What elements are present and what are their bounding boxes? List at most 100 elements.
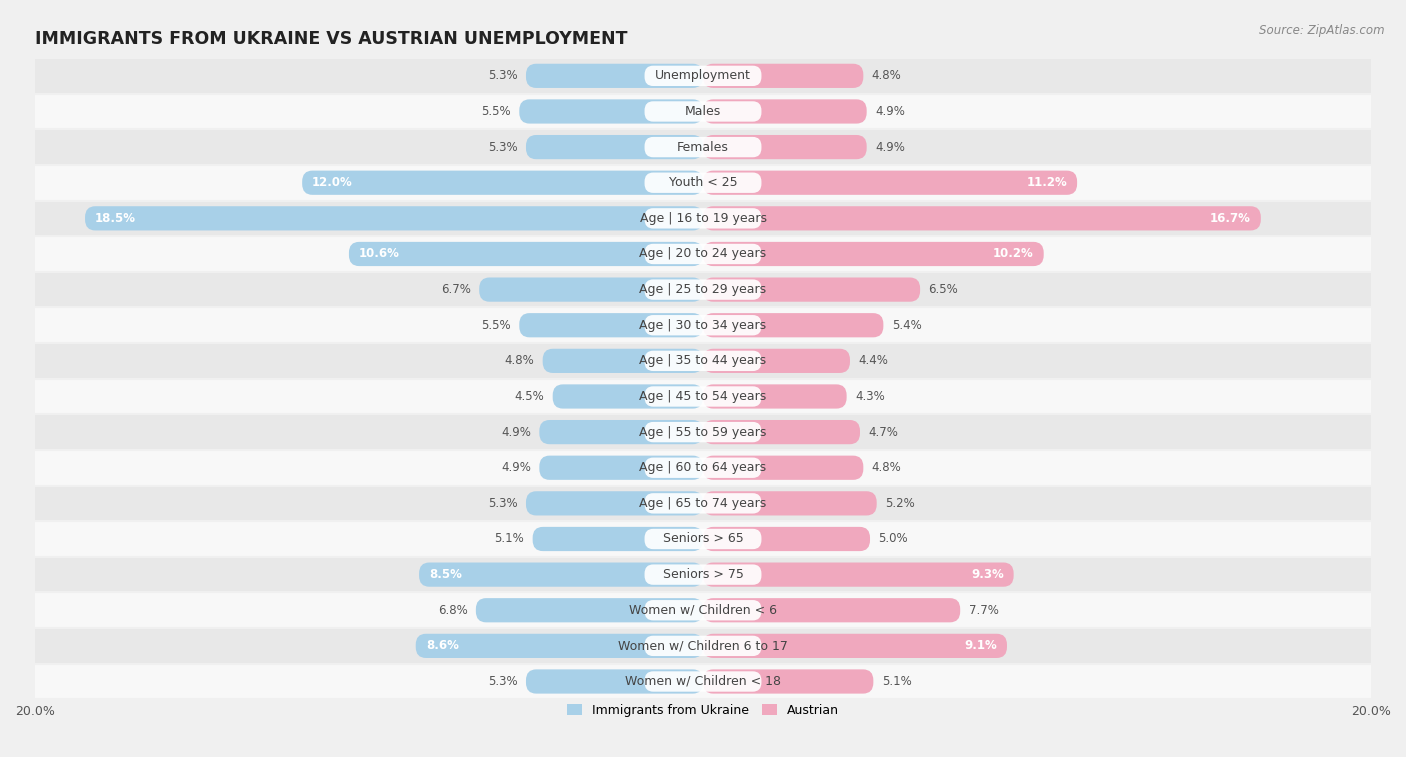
FancyBboxPatch shape bbox=[703, 527, 870, 551]
Text: 16.7%: 16.7% bbox=[1211, 212, 1251, 225]
FancyBboxPatch shape bbox=[703, 349, 851, 373]
FancyBboxPatch shape bbox=[644, 636, 762, 656]
FancyBboxPatch shape bbox=[533, 527, 703, 551]
Bar bbox=[35, 201, 1371, 236]
FancyBboxPatch shape bbox=[703, 669, 873, 693]
FancyBboxPatch shape bbox=[703, 634, 1007, 658]
Bar bbox=[35, 414, 1371, 450]
FancyBboxPatch shape bbox=[349, 242, 703, 266]
FancyBboxPatch shape bbox=[703, 99, 866, 123]
FancyBboxPatch shape bbox=[644, 350, 762, 371]
Text: Seniors > 75: Seniors > 75 bbox=[662, 568, 744, 581]
Legend: Immigrants from Ukraine, Austrian: Immigrants from Ukraine, Austrian bbox=[562, 699, 844, 722]
FancyBboxPatch shape bbox=[703, 135, 866, 159]
Text: 5.1%: 5.1% bbox=[495, 532, 524, 546]
FancyBboxPatch shape bbox=[703, 170, 1077, 195]
FancyBboxPatch shape bbox=[644, 457, 762, 478]
Text: 5.0%: 5.0% bbox=[879, 532, 908, 546]
Text: 4.3%: 4.3% bbox=[855, 390, 884, 403]
Text: 6.8%: 6.8% bbox=[437, 604, 468, 617]
Bar bbox=[35, 628, 1371, 664]
Text: 5.3%: 5.3% bbox=[488, 675, 517, 688]
Text: Females: Females bbox=[678, 141, 728, 154]
FancyBboxPatch shape bbox=[526, 491, 703, 516]
FancyBboxPatch shape bbox=[475, 598, 703, 622]
FancyBboxPatch shape bbox=[543, 349, 703, 373]
Text: IMMIGRANTS FROM UKRAINE VS AUSTRIAN UNEMPLOYMENT: IMMIGRANTS FROM UKRAINE VS AUSTRIAN UNEM… bbox=[35, 30, 627, 48]
Bar bbox=[35, 236, 1371, 272]
Text: 5.5%: 5.5% bbox=[481, 319, 510, 332]
Text: 8.5%: 8.5% bbox=[429, 568, 463, 581]
Text: 4.5%: 4.5% bbox=[515, 390, 544, 403]
Text: Youth < 25: Youth < 25 bbox=[669, 176, 737, 189]
FancyBboxPatch shape bbox=[644, 279, 762, 300]
Text: 6.5%: 6.5% bbox=[928, 283, 959, 296]
FancyBboxPatch shape bbox=[644, 315, 762, 335]
FancyBboxPatch shape bbox=[703, 420, 860, 444]
Text: 4.9%: 4.9% bbox=[501, 461, 531, 474]
Text: 10.2%: 10.2% bbox=[993, 248, 1033, 260]
Text: 18.5%: 18.5% bbox=[96, 212, 136, 225]
Text: 4.4%: 4.4% bbox=[858, 354, 889, 367]
FancyBboxPatch shape bbox=[644, 244, 762, 264]
FancyBboxPatch shape bbox=[644, 137, 762, 157]
Text: 5.3%: 5.3% bbox=[488, 141, 517, 154]
FancyBboxPatch shape bbox=[644, 386, 762, 407]
Bar bbox=[35, 165, 1371, 201]
Text: Unemployment: Unemployment bbox=[655, 70, 751, 83]
Text: Age | 30 to 34 years: Age | 30 to 34 years bbox=[640, 319, 766, 332]
FancyBboxPatch shape bbox=[703, 385, 846, 409]
Text: Age | 45 to 54 years: Age | 45 to 54 years bbox=[640, 390, 766, 403]
Text: Age | 35 to 44 years: Age | 35 to 44 years bbox=[640, 354, 766, 367]
FancyBboxPatch shape bbox=[526, 64, 703, 88]
Text: 12.0%: 12.0% bbox=[312, 176, 353, 189]
Bar bbox=[35, 94, 1371, 129]
FancyBboxPatch shape bbox=[703, 278, 920, 302]
Text: 5.1%: 5.1% bbox=[882, 675, 911, 688]
Text: 11.2%: 11.2% bbox=[1026, 176, 1067, 189]
Text: 5.5%: 5.5% bbox=[481, 105, 510, 118]
FancyBboxPatch shape bbox=[644, 671, 762, 692]
Text: 9.3%: 9.3% bbox=[972, 568, 1004, 581]
Bar bbox=[35, 58, 1371, 94]
FancyBboxPatch shape bbox=[644, 208, 762, 229]
Text: 4.9%: 4.9% bbox=[875, 141, 905, 154]
FancyBboxPatch shape bbox=[703, 206, 1261, 230]
Text: 10.6%: 10.6% bbox=[359, 248, 399, 260]
Text: 5.2%: 5.2% bbox=[884, 497, 915, 510]
FancyBboxPatch shape bbox=[302, 170, 703, 195]
FancyBboxPatch shape bbox=[553, 385, 703, 409]
Text: 7.7%: 7.7% bbox=[969, 604, 998, 617]
FancyBboxPatch shape bbox=[644, 173, 762, 193]
Text: 4.9%: 4.9% bbox=[875, 105, 905, 118]
Text: 5.3%: 5.3% bbox=[488, 497, 517, 510]
FancyBboxPatch shape bbox=[519, 99, 703, 123]
Bar bbox=[35, 307, 1371, 343]
Text: Source: ZipAtlas.com: Source: ZipAtlas.com bbox=[1260, 24, 1385, 37]
FancyBboxPatch shape bbox=[644, 494, 762, 513]
Text: 9.1%: 9.1% bbox=[965, 640, 997, 653]
Text: Seniors > 65: Seniors > 65 bbox=[662, 532, 744, 546]
Bar bbox=[35, 521, 1371, 557]
FancyBboxPatch shape bbox=[644, 101, 762, 122]
FancyBboxPatch shape bbox=[703, 491, 877, 516]
FancyBboxPatch shape bbox=[644, 600, 762, 621]
FancyBboxPatch shape bbox=[703, 598, 960, 622]
Text: 4.8%: 4.8% bbox=[872, 70, 901, 83]
Bar bbox=[35, 378, 1371, 414]
Text: 4.8%: 4.8% bbox=[872, 461, 901, 474]
Text: 5.4%: 5.4% bbox=[891, 319, 921, 332]
Text: Age | 65 to 74 years: Age | 65 to 74 years bbox=[640, 497, 766, 510]
FancyBboxPatch shape bbox=[703, 313, 883, 338]
FancyBboxPatch shape bbox=[644, 66, 762, 86]
Bar bbox=[35, 593, 1371, 628]
FancyBboxPatch shape bbox=[644, 422, 762, 442]
FancyBboxPatch shape bbox=[419, 562, 703, 587]
Text: 6.7%: 6.7% bbox=[441, 283, 471, 296]
FancyBboxPatch shape bbox=[84, 206, 703, 230]
Text: 5.3%: 5.3% bbox=[488, 70, 517, 83]
Text: 4.7%: 4.7% bbox=[869, 425, 898, 438]
FancyBboxPatch shape bbox=[703, 242, 1043, 266]
Text: Age | 55 to 59 years: Age | 55 to 59 years bbox=[640, 425, 766, 438]
Text: Age | 16 to 19 years: Age | 16 to 19 years bbox=[640, 212, 766, 225]
